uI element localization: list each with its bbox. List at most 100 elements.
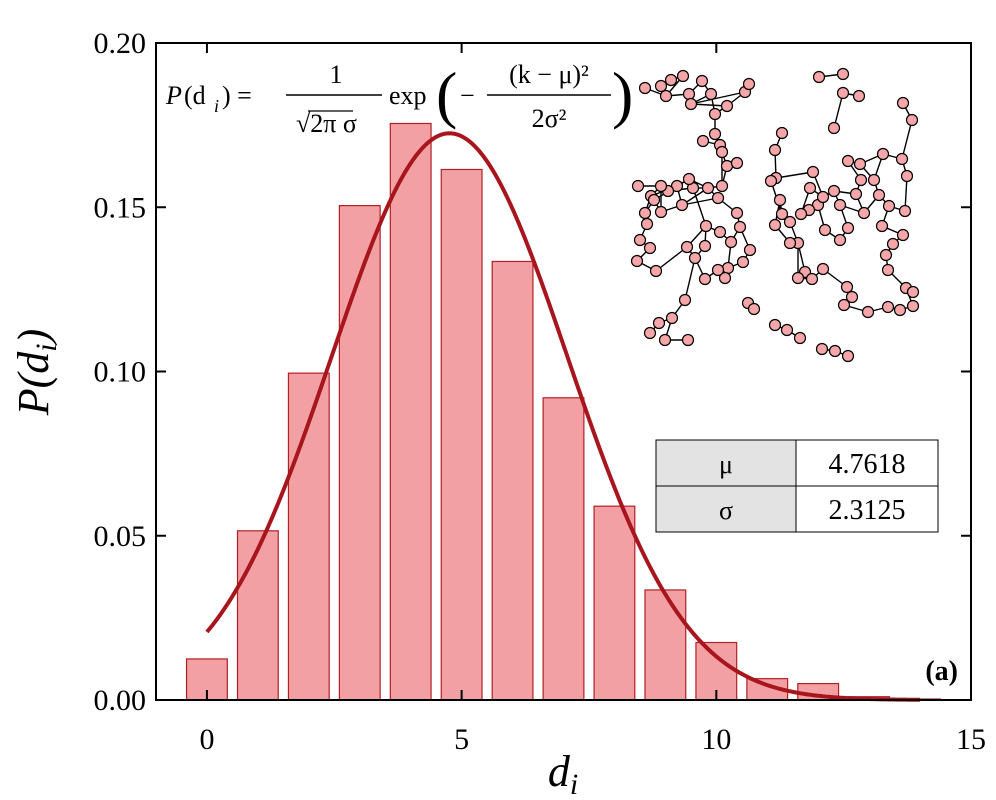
network-node <box>816 262 830 276</box>
panel-label: (a) <box>925 656 958 687</box>
network-node <box>775 207 789 221</box>
network-node <box>654 205 668 219</box>
network-node <box>715 179 729 193</box>
network-node <box>803 181 817 195</box>
network-node <box>881 263 895 277</box>
network-node <box>699 219 713 233</box>
network-node <box>840 280 854 294</box>
network-node <box>630 254 644 268</box>
network-node <box>698 272 712 286</box>
network-node <box>631 179 645 193</box>
network-node <box>747 302 761 316</box>
network-node <box>791 271 805 285</box>
network-node <box>833 198 847 212</box>
svg-text:) =: ) = <box>222 81 252 110</box>
bar-8 <box>593 505 636 701</box>
stats-value-mu: 4.7618 <box>829 449 906 480</box>
network-node <box>682 172 696 186</box>
x-tick-label: 10 <box>701 723 731 756</box>
network-node <box>682 87 696 101</box>
svg-text:−: − <box>460 81 475 110</box>
network-node <box>724 235 738 249</box>
network-node <box>688 251 702 265</box>
network-node <box>665 311 679 325</box>
y-tick-label: 0.20 <box>94 27 147 60</box>
network-node <box>670 179 684 193</box>
network-node <box>768 143 782 157</box>
network-node <box>849 187 863 201</box>
network-node <box>906 285 920 299</box>
y-axis-title: P(di) <box>9 329 63 417</box>
y-tick-label: 0.10 <box>94 356 147 389</box>
network-node <box>721 261 735 275</box>
svg-text:√2π σ: √2π σ <box>296 109 357 138</box>
network-node <box>659 89 673 103</box>
bar-4 <box>389 122 432 701</box>
network-node <box>828 344 842 358</box>
network-node <box>875 219 889 233</box>
network-node <box>872 188 886 202</box>
network-node <box>730 206 744 220</box>
network-node <box>876 147 890 161</box>
network-node <box>675 198 689 212</box>
y-tick-label: 0.15 <box>94 191 147 224</box>
network-node <box>742 77 756 91</box>
network-node <box>827 184 841 198</box>
network-node <box>698 239 712 253</box>
svg-text:P: P <box>165 81 182 110</box>
svg-text:): ) <box>612 59 633 130</box>
network-node <box>743 243 757 257</box>
network-node <box>768 218 782 232</box>
y-tick-label: 0.05 <box>94 520 147 553</box>
stats-value-sigma: 2.3125 <box>829 495 906 526</box>
network-node <box>720 159 734 173</box>
bar-5 <box>440 168 483 701</box>
network-node <box>806 165 820 179</box>
network-node <box>649 264 663 278</box>
network-edge <box>684 257 696 301</box>
network-node <box>764 174 778 188</box>
network-node <box>879 248 893 262</box>
stats-table: μ 4.7618 σ 2.3125 <box>655 439 939 533</box>
network-edge <box>690 91 746 105</box>
network-node <box>715 145 729 159</box>
network-node <box>841 349 855 363</box>
network-node <box>695 74 709 88</box>
network-node <box>818 223 832 237</box>
network-node <box>805 272 819 286</box>
x-tick-label: 5 <box>454 723 469 756</box>
bar-6 <box>491 260 534 701</box>
network-node <box>640 217 654 231</box>
network-node <box>658 333 672 347</box>
network-node <box>711 191 725 205</box>
fit-formula: P (d i ) = 1 √2π σ exp ( − (k − μ)² 2σ² … <box>165 59 633 138</box>
network-node <box>654 179 668 193</box>
network-node <box>841 221 855 235</box>
network-node <box>852 89 866 103</box>
network-node <box>708 107 722 121</box>
network-node <box>816 190 830 204</box>
network-node <box>882 199 896 213</box>
network-node <box>701 181 715 195</box>
network-node <box>827 121 841 135</box>
bar-7 <box>542 397 585 701</box>
network-nodes <box>630 67 920 363</box>
network-edge <box>901 119 913 160</box>
network-node <box>681 333 695 347</box>
network-edge <box>681 197 719 206</box>
network-node <box>841 154 855 168</box>
network-node <box>643 241 657 255</box>
network-node <box>780 323 794 337</box>
network-node <box>886 237 900 251</box>
network-node <box>783 236 797 250</box>
network-node <box>773 193 787 207</box>
stats-symbol-mu: μ <box>719 450 733 479</box>
stats-symbol-sigma: σ <box>719 496 733 525</box>
network-node <box>730 156 744 170</box>
network-node <box>898 204 912 218</box>
svg-text:2σ²: 2σ² <box>532 104 567 133</box>
svg-text:i: i <box>214 96 219 116</box>
svg-text:1: 1 <box>330 60 343 89</box>
network-node <box>837 298 851 312</box>
